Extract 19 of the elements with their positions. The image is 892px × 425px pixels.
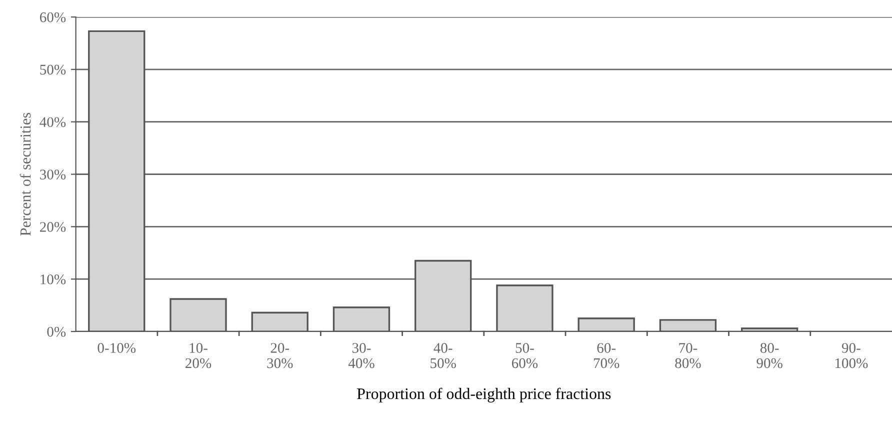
y-tick-label: 40% (40, 117, 66, 128)
x-tick-label: 0-10% (98, 343, 136, 353)
x-axis-title: Proportion of odd-eighth price fractions (357, 388, 611, 402)
x-tick-label: 30- 40% (348, 343, 374, 368)
y-tick-label: 0% (47, 326, 66, 337)
x-tick-label: 70- 80% (675, 343, 701, 368)
x-tick-label: 10- 20% (186, 343, 212, 368)
x-tick-label: 80- 90% (756, 343, 782, 368)
y-axis-title: Percent of securities (20, 112, 31, 236)
y-tick-label: 60% (40, 12, 66, 22)
y-tick-label: 50% (40, 64, 66, 75)
y-tick-label: 10% (40, 274, 66, 284)
x-tick-label: 90- 100% (835, 343, 868, 368)
y-tick-label: 20% (40, 222, 66, 232)
x-tick-label: 50- 60% (512, 343, 538, 368)
x-tick-label: 60- 70% (594, 343, 620, 368)
x-tick-label: 20- 30% (267, 343, 293, 368)
x-tick-label: 40- 50% (430, 343, 456, 368)
y-tick-label: 30% (40, 170, 66, 180)
